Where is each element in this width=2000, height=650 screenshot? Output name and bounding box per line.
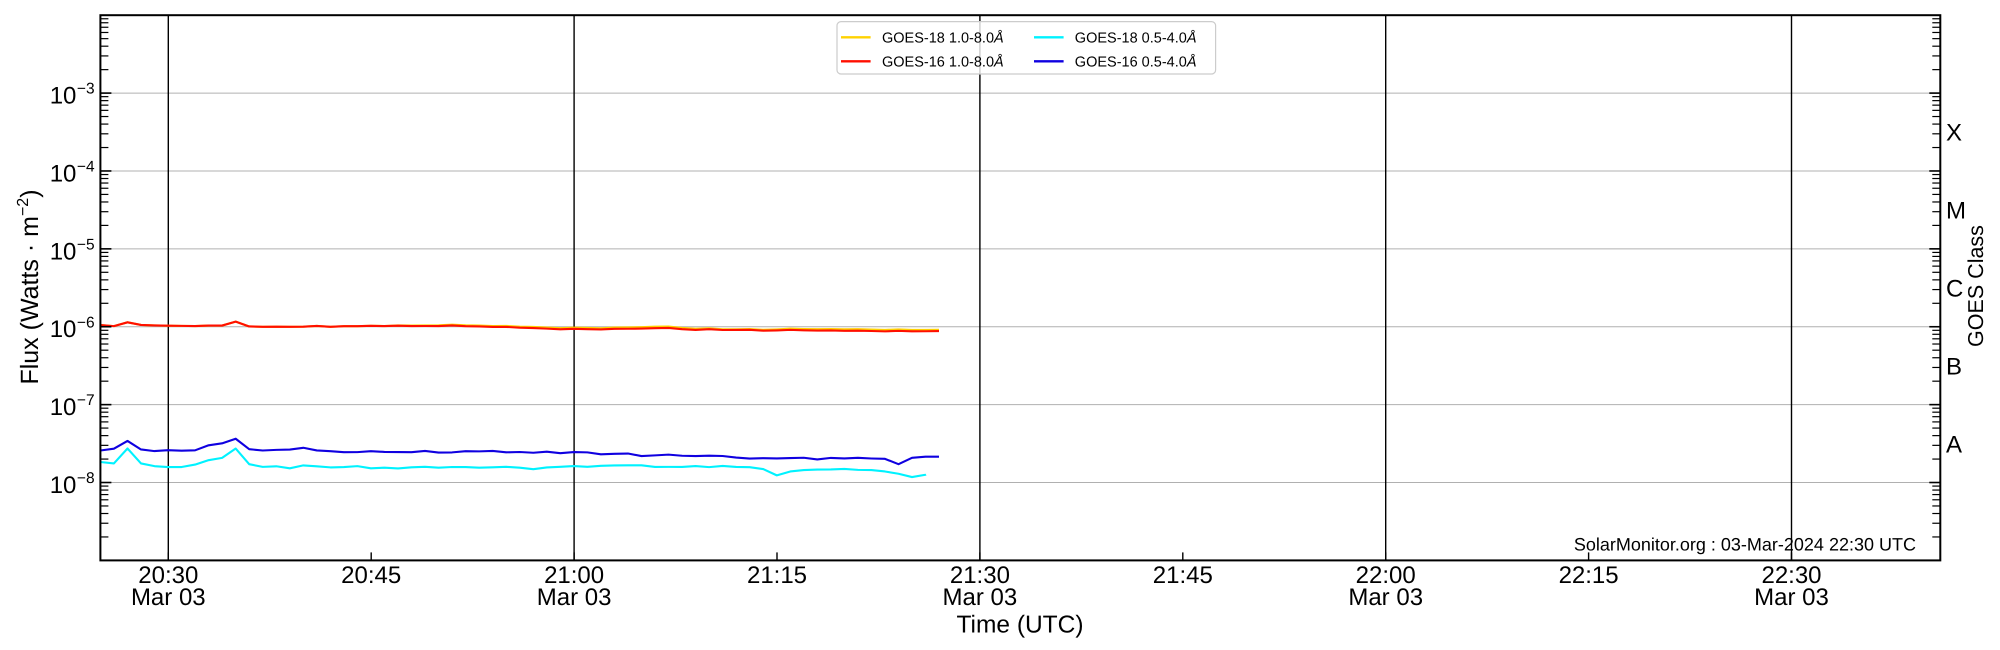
svg-text:Time (UTC): Time (UTC): [956, 612, 1083, 639]
svg-text:10: 10: [50, 238, 77, 265]
svg-text:B: B: [1946, 353, 1962, 380]
svg-text:GOES-16 1.0-8.0Å: GOES-16 1.0-8.0Å: [882, 53, 1004, 70]
svg-text:Mar 03: Mar 03: [1754, 584, 1829, 611]
svg-text:GOES-18 1.0-8.0Å: GOES-18 1.0-8.0Å: [882, 29, 1004, 46]
svg-text:−6: −6: [77, 314, 95, 331]
svg-text:10: 10: [50, 472, 77, 499]
svg-text:21:15: 21:15: [747, 562, 807, 589]
svg-text:Mar 03: Mar 03: [537, 584, 612, 611]
svg-text:−4: −4: [77, 159, 95, 176]
svg-text:21:30: 21:30: [950, 562, 1010, 589]
svg-text:10: 10: [50, 83, 77, 110]
svg-text:Flux (Watts · m−2): Flux (Watts · m−2): [15, 189, 44, 384]
svg-text:Mar 03: Mar 03: [1348, 584, 1423, 611]
svg-text:−3: −3: [77, 81, 95, 98]
svg-text:22:00: 22:00: [1356, 562, 1416, 589]
svg-text:10: 10: [50, 160, 77, 187]
svg-text:Mar 03: Mar 03: [131, 584, 206, 611]
svg-text:21:00: 21:00: [544, 562, 604, 589]
svg-text:X: X: [1946, 120, 1962, 147]
svg-text:SolarMonitor.org : 03-Mar-2024: SolarMonitor.org : 03-Mar-2024 22:30 UTC: [1574, 534, 1916, 554]
svg-text:C: C: [1946, 276, 1963, 303]
svg-text:21:45: 21:45: [1153, 562, 1213, 589]
svg-text:22:30: 22:30: [1761, 562, 1821, 589]
svg-text:M: M: [1946, 198, 1966, 225]
svg-text:A: A: [1946, 431, 1962, 458]
svg-text:22:15: 22:15: [1559, 562, 1619, 589]
svg-text:GOES-18 0.5-4.0Å: GOES-18 0.5-4.0Å: [1075, 29, 1197, 46]
svg-text:20:45: 20:45: [341, 562, 401, 589]
svg-text:GOES Class: GOES Class: [1964, 225, 1988, 347]
svg-text:−8: −8: [77, 470, 95, 487]
svg-text:−7: −7: [77, 392, 95, 409]
svg-text:10: 10: [50, 316, 77, 343]
svg-text:10: 10: [50, 394, 77, 421]
svg-text:−5: −5: [77, 237, 95, 254]
svg-text:Mar 03: Mar 03: [943, 584, 1018, 611]
svg-text:GOES-16 0.5-4.0Å: GOES-16 0.5-4.0Å: [1075, 53, 1197, 70]
svg-text:20:30: 20:30: [138, 562, 198, 589]
